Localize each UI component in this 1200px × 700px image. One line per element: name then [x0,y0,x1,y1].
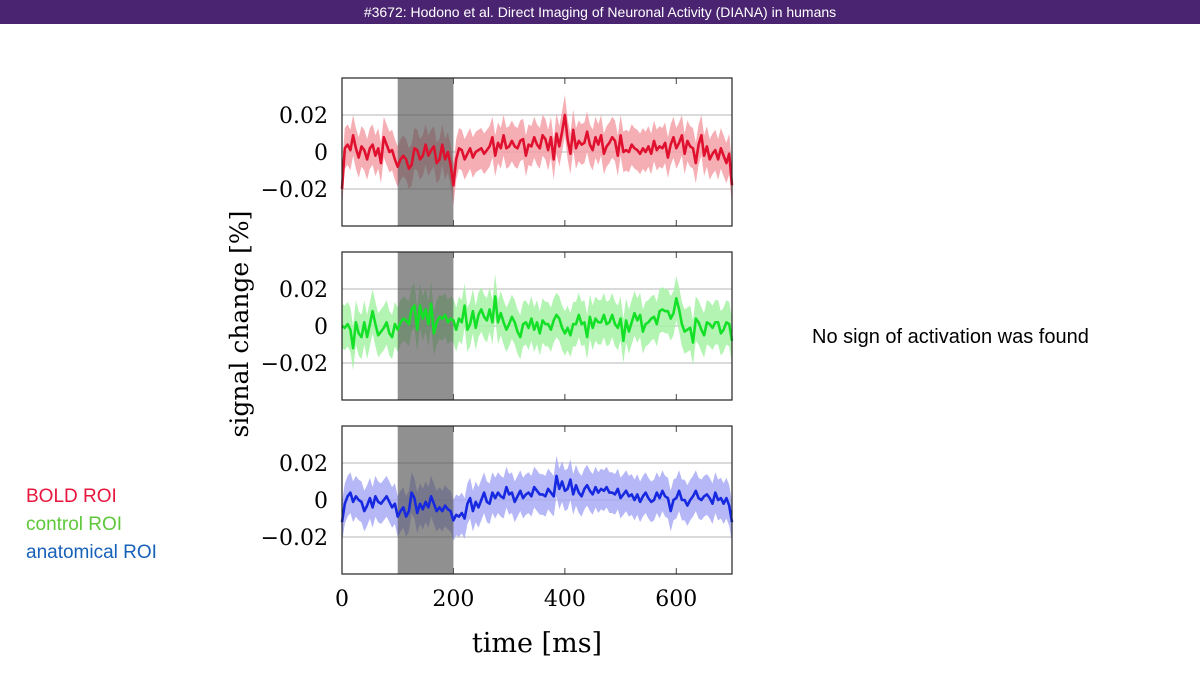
finding-annotation: No sign of activation was found [812,326,1089,348]
y-tick-label: −0.02 [261,526,328,551]
stimulus-window [397,252,454,400]
stimulus-window [397,426,454,574]
y-tick-label: 0 [314,141,328,166]
series-line-2 [341,295,734,350]
x-tick-label: 0 [335,587,349,612]
y-tick-label: −0.02 [261,352,328,377]
y-axis-label: signal change [%] [225,211,254,438]
y-tick-label: 0.02 [279,278,328,303]
confidence-band-1 [342,94,732,210]
y-tick-label: 0.02 [279,452,328,477]
panel-frame [341,77,733,227]
x-tick-label: 400 [544,587,586,612]
y-tick-label: 0 [314,489,328,514]
y-tick-label: −0.02 [261,178,328,203]
legend-bold-roi: BOLD ROI [26,486,117,507]
series-line-3 [340,474,734,523]
x-tick-label: 200 [432,587,474,612]
header-title: #3672: Hodono et al. Direct Imaging of N… [0,0,1200,24]
stimulus-window [397,78,454,226]
series-line-1 [340,113,734,190]
panel-frame [341,425,733,575]
legend-control-roi: control ROI [26,514,123,535]
legend-anatomical-roi: anatomical ROI [26,542,157,563]
panel-frame [341,251,733,401]
y-tick-label: 0 [314,315,328,340]
x-axis-label: time [ms] [472,628,602,659]
y-tick-label: 0.02 [279,104,328,129]
x-tick-label: 600 [655,587,697,612]
